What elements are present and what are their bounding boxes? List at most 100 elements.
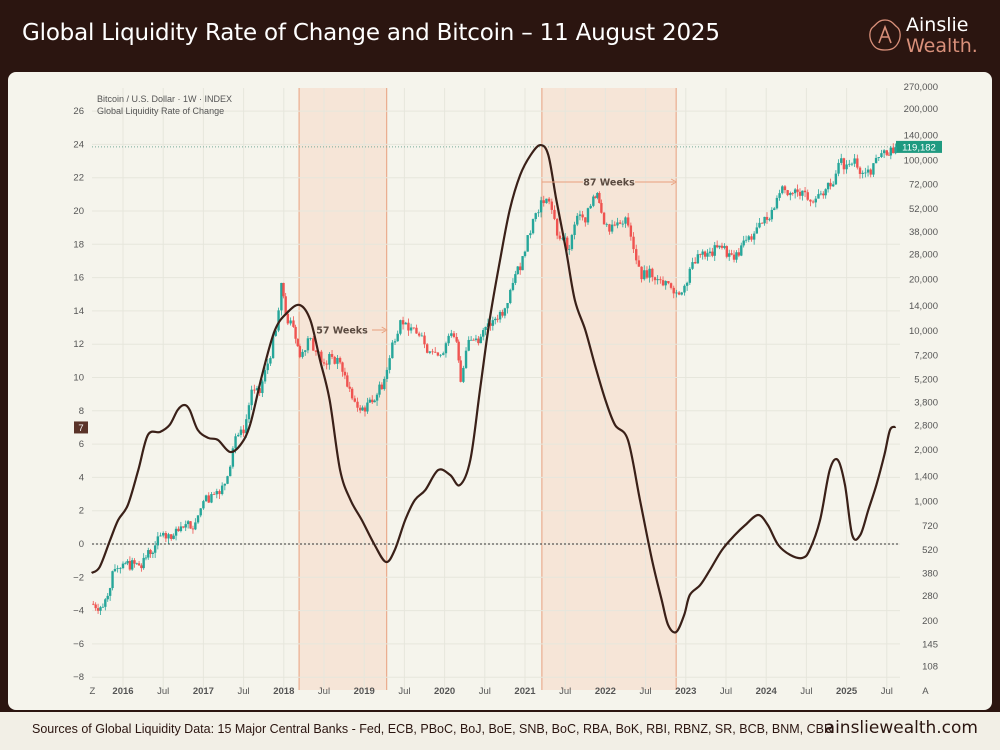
btc-candle	[415, 327, 418, 334]
x-axis-tick-label: 2017	[193, 686, 214, 697]
btc-candle	[322, 362, 326, 364]
btc-candle	[174, 528, 178, 536]
footer-website-link[interactable]: ainsliewealth.com	[824, 718, 978, 738]
btc-candle	[659, 279, 662, 281]
btc-candle	[760, 222, 764, 224]
btc-candle	[742, 240, 745, 246]
btc-candle	[167, 534, 170, 539]
last-price-label: 119,182	[902, 142, 936, 153]
btc-candle	[819, 193, 823, 195]
btc-candle	[425, 344, 429, 353]
btc-candle	[728, 253, 731, 257]
btc-candle	[701, 251, 704, 255]
btc-candle	[253, 389, 256, 391]
btc-candle	[537, 212, 540, 214]
btc-candle	[428, 351, 432, 353]
btc-candle	[207, 495, 210, 503]
left-axis-tick-label: 4	[79, 472, 84, 483]
btc-candle	[261, 381, 264, 394]
right-axis-tick-label: 145	[922, 640, 938, 651]
btc-candle	[489, 323, 492, 326]
btc-candle	[383, 378, 386, 390]
btc-candle	[186, 521, 190, 525]
btc-candle	[423, 335, 426, 345]
btc-candle	[343, 371, 347, 376]
btc-candle	[439, 354, 442, 356]
btc-candle	[885, 150, 888, 155]
right-axis-tick-label: 72,000	[909, 180, 938, 191]
btc-candle	[484, 326, 487, 331]
left-axis-tick-label: 22	[73, 173, 84, 184]
btc-candle	[653, 277, 657, 281]
btc-candle	[474, 338, 478, 340]
btc-candle	[747, 236, 750, 240]
btc-candle	[472, 339, 475, 341]
x-axis-tick-label: Jul	[640, 686, 652, 697]
btc-candle	[605, 224, 608, 226]
right-axis-tick-label: 14,000	[909, 301, 938, 312]
btc-candle	[234, 436, 237, 449]
btc-candle	[708, 251, 712, 254]
btc-candle	[793, 189, 797, 194]
btc-candle	[242, 429, 245, 434]
right-axis-tick-label: 720	[922, 521, 938, 532]
btc-candle	[691, 262, 694, 269]
btc-candle	[366, 402, 369, 412]
left-axis-tick-label: −6	[73, 639, 84, 650]
btc-candle	[223, 483, 227, 486]
btc-candle	[801, 190, 804, 196]
x-axis-tick-label: Jul	[398, 686, 410, 697]
btc-candle	[693, 262, 697, 264]
btc-candle	[589, 205, 592, 209]
btc-candle	[304, 350, 307, 352]
btc-candle	[104, 599, 107, 607]
btc-candle	[247, 405, 251, 420]
btc-candle	[99, 607, 102, 611]
btc-candle	[768, 219, 771, 221]
x-axis-tick-label: 2016	[112, 686, 133, 697]
btc-candle	[506, 302, 509, 309]
btc-candle	[866, 169, 870, 173]
btc-candle	[518, 266, 522, 271]
btc-candle	[373, 400, 376, 403]
right-axis-tick-label: 380	[922, 568, 938, 579]
btc-candle	[643, 270, 646, 280]
btc-candle	[286, 313, 290, 324]
logo-word-2: Wealth.	[906, 35, 978, 57]
btc-candle	[199, 508, 202, 516]
btc-candle	[151, 552, 155, 554]
btc-candle	[353, 398, 357, 402]
btc-candle	[539, 200, 543, 213]
btc-candle	[277, 310, 280, 331]
btc-candle	[442, 353, 445, 355]
btc-candle	[616, 222, 619, 226]
btc-candle	[346, 375, 349, 387]
btc-candle	[732, 254, 736, 260]
chart-panel	[8, 72, 992, 710]
btc-candle	[491, 320, 495, 326]
btc-candle	[840, 158, 843, 163]
btc-candle	[803, 190, 807, 193]
btc-candle	[124, 563, 127, 565]
btc-candle	[245, 419, 248, 434]
arrowhead-icon	[381, 326, 388, 334]
btc-candle	[407, 322, 410, 331]
btc-candle	[817, 194, 820, 199]
x-axis-tick-label: 2020	[434, 686, 455, 697]
btc-candle	[202, 501, 205, 509]
current-liquidity-label: 7	[78, 423, 83, 434]
btc-candle	[258, 388, 261, 394]
btc-candle	[255, 388, 259, 391]
btc-candle	[274, 330, 277, 336]
btc-candle	[675, 292, 678, 294]
ainslie-wealth-logo: Ainslie Wealth.	[868, 14, 993, 58]
arrowhead-icon	[670, 178, 678, 186]
left-axis-tick-label: 14	[73, 306, 84, 317]
btc-candle	[683, 285, 686, 293]
right-axis-tick-label: 140,000	[904, 130, 938, 141]
btc-candle	[338, 357, 342, 363]
btc-candle	[462, 367, 465, 382]
btc-candle	[119, 568, 122, 569]
btc-candle	[624, 217, 627, 224]
btc-candle	[789, 192, 792, 196]
